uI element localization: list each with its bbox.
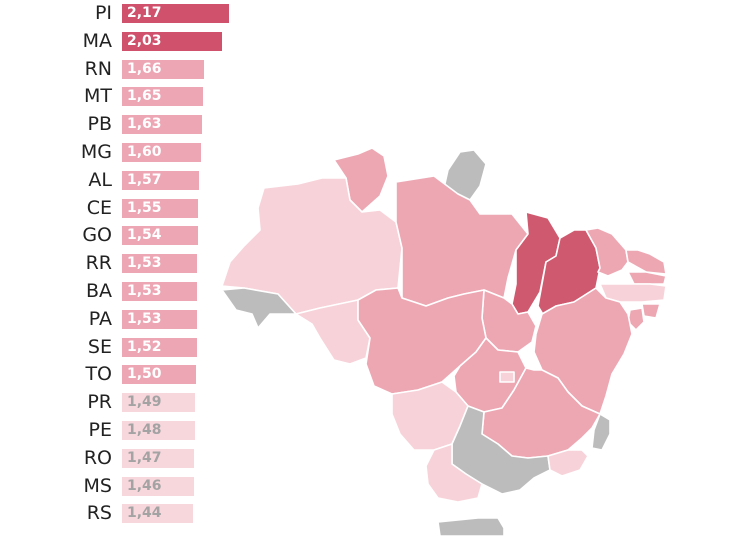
bar-se [122,337,197,357]
state-label: TO [85,363,112,386]
bar-ms [122,476,194,496]
bar-row-mg: MG 1,60 [0,141,240,163]
map-state-rn [625,249,667,275]
bar-row-mt: MT 1,65 [0,85,240,107]
bar-row-pi: PI 2,17 [0,2,240,24]
map-state-sc [437,517,505,536]
bar-row-rn: RN 1,66 [0,58,240,80]
state-label: RN [84,57,112,80]
bar-value-label: 2,17 [127,5,162,21]
bar-row-ro: RO 1,47 [0,447,240,469]
state-label: CE [86,196,112,219]
bar-value-label: 1,55 [127,199,162,216]
bar-rr [122,254,197,274]
bar-value-label: 2,03 [127,32,162,49]
bar-row-ce: CE 1,55 [0,197,240,219]
bar-row-go: GO 1,54 [0,224,240,246]
bar-value-label: 1,54 [127,227,162,244]
map-state-al [641,303,661,319]
bar-pr [122,393,195,413]
bar-row-rr: RR 1,53 [0,252,240,274]
bar-row-pe: PE 1,48 [0,419,240,441]
bar-row-ma: MA 2,03 [0,30,240,52]
bar-row-pb: PB 1,63 [0,113,240,135]
state-label: PA [88,307,112,330]
map-state-ro [295,299,371,365]
bar-mg [122,143,201,162]
state-label: MS [83,474,112,497]
brazil-choropleth-map [221,147,667,536]
map-state-ce [585,227,629,277]
state-label: SE [87,335,112,358]
bar-value-label: 1,47 [127,449,162,466]
map-state-es [591,413,611,451]
state-label: AL [88,168,112,191]
bar-pb [122,115,202,135]
state-label: MA [82,29,112,52]
state-label: PR [87,391,112,414]
bar-value-label: 1,57 [127,171,162,188]
bar-rn [122,59,204,79]
map-state-pr [425,443,483,503]
bar-mt [122,87,203,107]
bar-row-al: AL 1,57 [0,169,240,191]
state-label: MT [84,85,112,108]
bar-pi [122,4,229,23]
state-label: PI [94,2,112,24]
state-label: RO [83,446,112,469]
bar-value-label: 1,65 [127,88,162,105]
bar-pe [122,421,195,440]
bar-row-pr: PR 1,49 [0,391,240,413]
bar-row-ms: MS 1,46 [0,475,240,497]
state-label: RR [85,252,112,275]
bar-al [122,170,199,190]
bar-rs [122,504,193,524]
bar-to [122,365,196,385]
map-state-ac [221,287,297,329]
bar-value-label: 1,66 [127,60,162,77]
bar-value-label: 1,49 [127,394,162,411]
bar-ce [122,198,198,218]
bar-value-label: 1,60 [127,144,162,160]
map-state-rj [547,449,589,477]
bar-value-label: 1,53 [127,255,162,272]
bar-go [122,226,198,246]
state-bar-chart: PI 2,17 MA 2,03 RN 1,66 MT 1,65 PB 1,63 MG 1,60 AL 1,… [0,0,240,536]
bar-value-label: 1,50 [127,366,162,383]
bar-row-to: TO 1,50 [0,363,240,385]
state-label: GO [82,224,112,247]
state-label: RS [86,502,112,525]
state-label: PE [88,419,112,441]
bar-value-label: 1,63 [127,116,162,133]
bar-ro [122,448,194,468]
bar-row-rs: RS 1,44 [0,502,240,524]
state-label: MG [80,141,112,163]
bar-row-pa: PA 1,53 [0,308,240,330]
map-state-df [499,371,515,383]
bar-row-ba: BA 1,53 [0,280,240,302]
state-label: PB [87,113,113,136]
bar-value-label: 1,48 [127,422,162,438]
bar-value-label: 1,52 [127,338,162,355]
state-label: BA [85,280,112,302]
bar-ma [122,31,222,51]
bar-value-label: 1,53 [127,283,162,299]
bar-row-se: SE 1,52 [0,336,240,358]
bar-value-label: 1,44 [127,505,162,522]
map-state-pa [395,175,529,307]
bar-value-label: 1,53 [127,310,162,327]
bar-value-label: 1,46 [127,477,162,494]
bar-ba [122,282,197,301]
bar-pa [122,309,197,329]
